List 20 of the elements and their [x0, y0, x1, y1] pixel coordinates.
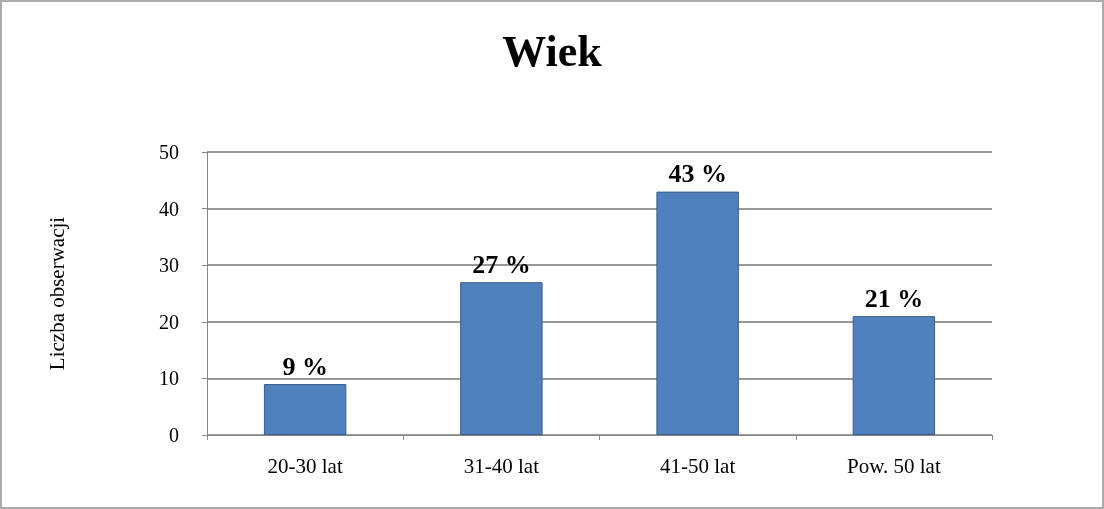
bar — [263, 384, 347, 435]
y-tick-label: 30 — [159, 254, 179, 277]
y-axis-title: Liczba obserwacji — [44, 216, 69, 371]
data-label: 43 % — [668, 159, 727, 189]
y-tick-label: 20 — [159, 310, 179, 333]
data-label: 21 % — [864, 283, 924, 313]
x-tick-label: 31-40 lat — [463, 453, 540, 478]
bar — [656, 191, 739, 435]
x-tick-label: 41-50 lat — [660, 453, 736, 478]
data-label: 27 % — [472, 249, 531, 279]
chart-title: Wiek — [502, 26, 603, 76]
data-label: 9 % — [282, 351, 328, 381]
x-tick-label: 20-30 lat — [267, 453, 343, 478]
bar — [460, 282, 543, 435]
x-tick-label: Pow. 50 lat — [847, 453, 941, 478]
y-tick-label: 0 — [169, 424, 179, 446]
bar — [852, 316, 936, 435]
y-tick-label: 50 — [159, 141, 179, 163]
y-tick-label: 40 — [159, 197, 179, 220]
y-tick-label: 10 — [159, 367, 179, 390]
